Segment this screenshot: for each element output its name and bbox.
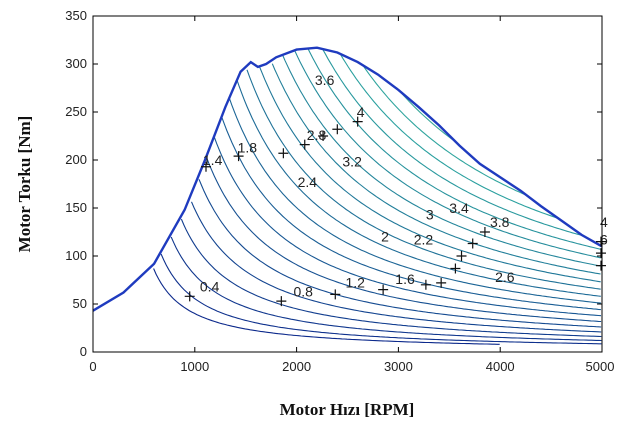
contour-line bbox=[153, 268, 500, 345]
contour-label: 1.4 bbox=[203, 152, 223, 168]
plus-marker bbox=[467, 238, 478, 249]
x-tick-label: 2000 bbox=[282, 359, 311, 374]
contour-lines bbox=[153, 47, 602, 345]
contour-label: 2.6 bbox=[495, 269, 515, 285]
plus-marker bbox=[233, 151, 244, 162]
plus-marker bbox=[479, 227, 490, 237]
contour-line bbox=[294, 51, 601, 259]
contour-label: 2.8 bbox=[307, 127, 327, 143]
contour-label: 1.2 bbox=[346, 275, 366, 291]
contour-line bbox=[160, 253, 602, 345]
contour-line bbox=[170, 236, 602, 342]
contour-label: 2 bbox=[381, 229, 389, 245]
contour-line bbox=[206, 157, 602, 323]
contour-line bbox=[228, 97, 601, 304]
plus-marker bbox=[595, 260, 606, 271]
plus-marker bbox=[330, 289, 341, 300]
contour-label: 3 bbox=[426, 207, 434, 223]
y-tick-label: 100 bbox=[65, 248, 87, 263]
contour-line bbox=[198, 179, 602, 328]
x-tick-label: 0 bbox=[89, 359, 96, 374]
y-tick-label: 350 bbox=[65, 8, 87, 23]
plus-marker bbox=[278, 148, 289, 159]
contour-label: 3.2 bbox=[342, 154, 362, 170]
contour-line bbox=[281, 54, 601, 267]
plus-marker bbox=[184, 291, 195, 302]
y-tick-label: 150 bbox=[65, 200, 87, 215]
contour-line bbox=[271, 63, 601, 275]
contour-label: 3.4 bbox=[449, 200, 469, 216]
contour-line bbox=[363, 65, 530, 197]
contour-line bbox=[322, 49, 586, 237]
plus-marker bbox=[352, 116, 363, 127]
contour-label-layer: 0.4 0.8 1.2 1.6 2 2.2 2.4 2.6 2.8 3 3.2 3.4 3.6 3.8 4 1… bbox=[200, 72, 608, 299]
plus-marker bbox=[420, 279, 431, 290]
contour-line bbox=[246, 69, 601, 290]
contour-label: 3.6 bbox=[315, 72, 335, 88]
plus-marker bbox=[436, 277, 447, 288]
contour-label: 1.8 bbox=[238, 139, 258, 155]
plus-marker bbox=[200, 161, 211, 172]
contour-label: 4 bbox=[357, 104, 365, 120]
envelope-line bbox=[92, 46, 603, 312]
contour-line bbox=[221, 116, 601, 311]
contour-label: 2.2 bbox=[414, 232, 434, 248]
x-axis-label: Motor Hızı [RPM] bbox=[280, 400, 415, 419]
plot-frame bbox=[92, 15, 603, 353]
contour-line bbox=[307, 47, 601, 250]
x-tick-label: 4000 bbox=[486, 359, 515, 374]
marker-layer bbox=[184, 116, 606, 307]
contour-line bbox=[236, 79, 601, 297]
contour-line bbox=[396, 87, 458, 144]
contour-label: 2.4 bbox=[298, 174, 318, 190]
plus-marker bbox=[276, 296, 287, 307]
y-tick-label: 300 bbox=[65, 56, 87, 71]
y-axis-label: Motor Torku [Nm] bbox=[15, 116, 34, 253]
plus-marker bbox=[332, 124, 343, 135]
y-tick-label: 200 bbox=[65, 152, 87, 167]
x-tick-label: 5000 bbox=[586, 359, 615, 374]
plus-marker bbox=[378, 284, 389, 295]
contour-label: 3.8 bbox=[490, 214, 510, 230]
contour-line bbox=[213, 136, 602, 317]
contour-label: 0.8 bbox=[294, 283, 314, 299]
y-tick-label: 50 bbox=[73, 296, 87, 311]
plus-marker bbox=[595, 236, 606, 247]
contour-label: 6 bbox=[600, 232, 608, 248]
x-tick-label: 3000 bbox=[384, 359, 413, 374]
torque-envelope bbox=[92, 46, 603, 312]
y-tick-label: 250 bbox=[65, 104, 87, 119]
y-tick-label: 0 bbox=[80, 344, 87, 359]
plus-marker bbox=[318, 131, 329, 141]
contour-label: 1.6 bbox=[395, 271, 415, 287]
contour-line bbox=[190, 201, 602, 333]
plus-marker bbox=[450, 263, 461, 274]
contour-label: 4 bbox=[600, 214, 608, 230]
plus-marker bbox=[456, 251, 467, 261]
x-tick-label: 1000 bbox=[180, 359, 209, 374]
plus-marker bbox=[299, 139, 310, 150]
axis-ticks: 0 1000 2000 3000 4000 5000 0 50 100 150 200 250 300 3… bbox=[65, 8, 614, 374]
contour-line bbox=[180, 218, 602, 338]
contour-label: 0.4 bbox=[200, 279, 220, 295]
contour-line bbox=[340, 54, 560, 220]
contour-line bbox=[259, 66, 601, 283]
